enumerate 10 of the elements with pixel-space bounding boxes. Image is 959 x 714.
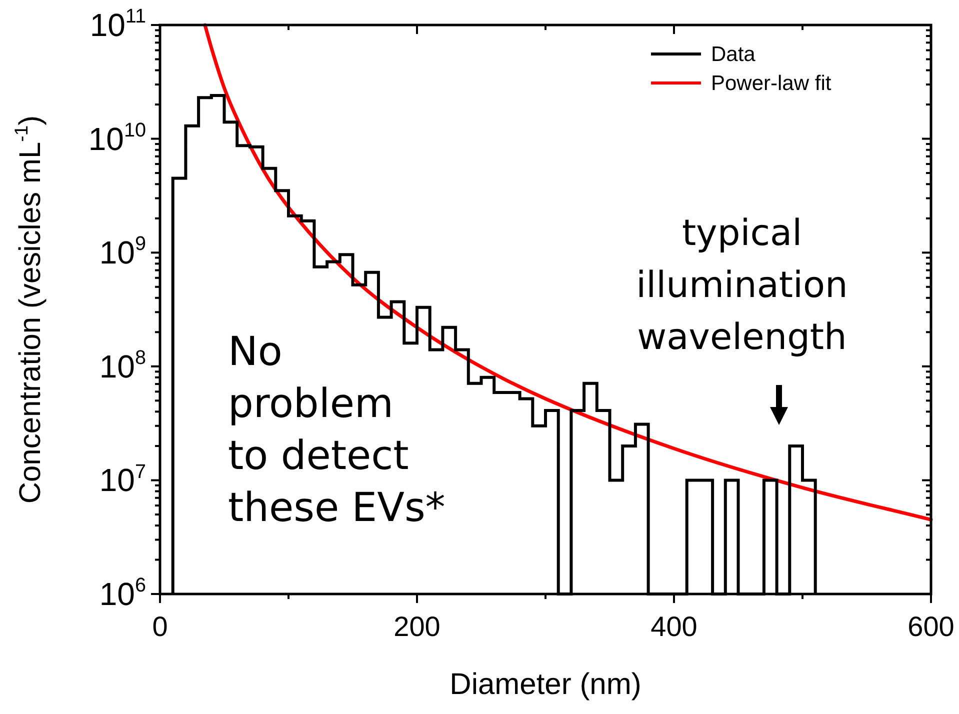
annotation: typical illumination wavelength	[636, 213, 848, 358]
legend-label: Power-law fit	[711, 72, 832, 95]
legend-label: Data	[711, 43, 756, 66]
annotation: No problem to detect these EVs*	[228, 329, 446, 531]
x-tick-label: 200	[394, 611, 440, 642]
x-axis-title: Diameter (nm)	[450, 668, 642, 701]
x-tick-label: 600	[908, 611, 954, 642]
y-axis-title: Concentration (vesicles mL-1)	[10, 115, 47, 504]
x-tick-label: 0	[152, 611, 168, 642]
x-tick-label: 400	[650, 611, 698, 642]
